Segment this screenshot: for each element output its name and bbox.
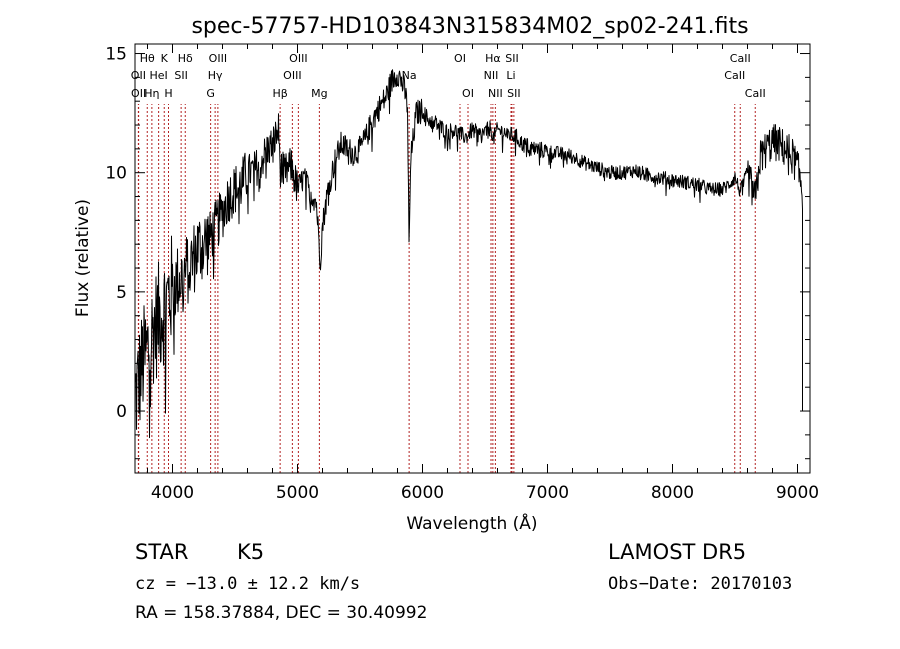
x-tick-label: 9000 xyxy=(776,483,819,503)
line-markers xyxy=(137,104,756,473)
coordinates-text: RA = 158.37884, DEC = 30.40992 xyxy=(135,603,428,623)
object-subclass: K5 xyxy=(237,540,265,564)
line-marker-label: Hβ xyxy=(272,87,287,100)
y-tick-label: 10 xyxy=(105,164,127,184)
x-tick-label: 5000 xyxy=(276,483,319,503)
x-tick-label: 6000 xyxy=(401,483,444,503)
x-tick-label: 7000 xyxy=(526,483,569,503)
y-tick-label: 15 xyxy=(105,45,127,65)
line-marker-label: SII xyxy=(505,52,518,65)
line-marker-label: Mg xyxy=(311,87,327,100)
y-axis: 0 5 10 15 xyxy=(105,45,810,460)
x-axis: 4000 5000 6000 7000 8000 9000 xyxy=(147,44,819,503)
line-marker-label: HeI xyxy=(149,69,167,82)
survey-name: LAMOST DR5 xyxy=(608,540,747,564)
chart-title: spec-57757-HD103843N315834M02_sp02-241.f… xyxy=(191,14,748,39)
obs-date-text: Obs−Date: 20170103 xyxy=(608,574,793,594)
line-marker-label: OIII xyxy=(209,52,227,65)
x-axis-label: Wavelength (Å) xyxy=(406,512,537,534)
plot-frame xyxy=(134,43,811,474)
line-marker-label: OIII xyxy=(289,52,307,65)
line-marker-label: CaII xyxy=(730,52,751,65)
line-marker-label: OI xyxy=(462,87,474,100)
object-class: STAR xyxy=(135,540,189,564)
line-marker-label: NII xyxy=(488,87,503,100)
spectrum-line xyxy=(134,69,803,439)
line-marker-label: OII xyxy=(131,69,146,82)
line-marker-label: NII xyxy=(484,69,499,82)
line-marker-label: OIII xyxy=(283,69,301,82)
line-marker-label: SII xyxy=(174,69,187,82)
y-tick-label: 0 xyxy=(116,402,127,422)
line-marker-label: H xyxy=(164,87,172,100)
line-marker-label: Li xyxy=(506,69,515,82)
x-tick-label: 4000 xyxy=(151,483,194,503)
line-marker-label: SII xyxy=(507,87,520,100)
line-marker-label: G xyxy=(206,87,215,100)
line-marker-label: CaII xyxy=(724,69,745,82)
line-marker-label: Hη xyxy=(144,87,159,100)
y-axis-label: Flux (relative) xyxy=(73,199,93,317)
x-tick-label: 8000 xyxy=(651,483,694,503)
line-marker-label: Hγ xyxy=(208,69,223,82)
y-tick-label: 5 xyxy=(116,283,127,303)
line-marker-label: CaII xyxy=(745,87,766,100)
redshift-text: cz = −13.0 ± 12.2 km/s xyxy=(135,574,361,594)
line-marker-label: K xyxy=(161,52,169,65)
line-marker-label: Na xyxy=(402,69,417,82)
line-marker-label: Hθ xyxy=(140,52,155,65)
line-marker-label: Hα xyxy=(485,52,501,65)
line-marker-label: OI xyxy=(454,52,466,65)
line-marker-label: Hδ xyxy=(178,52,193,65)
